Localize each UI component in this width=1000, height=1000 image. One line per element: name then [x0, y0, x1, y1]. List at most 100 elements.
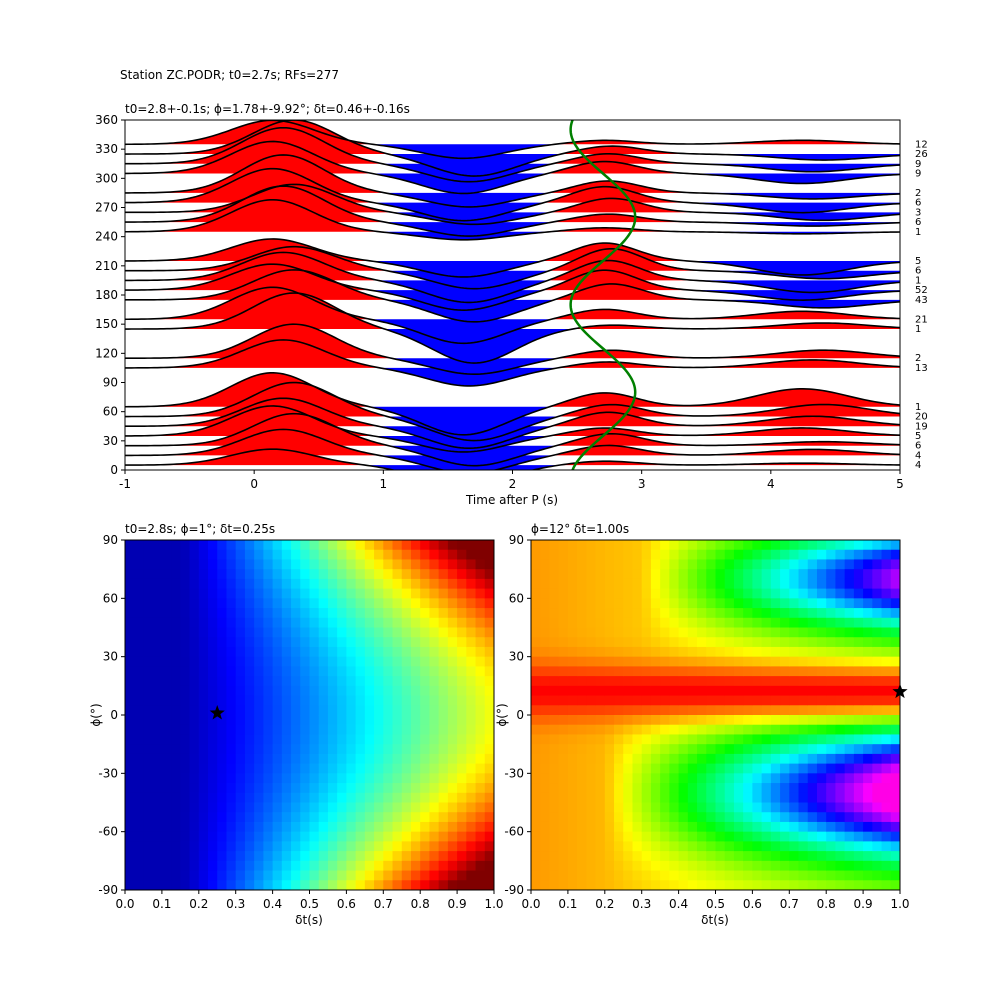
heatmap-cell [660, 870, 670, 881]
heatmap-cell [447, 831, 458, 842]
heatmap-cell [807, 860, 818, 872]
heatmap-cell [780, 608, 790, 619]
heatmap-cell [853, 608, 864, 619]
heatmap-cell [641, 666, 652, 677]
x-tick-label: 0.7 [374, 897, 393, 911]
heatmap-cell [881, 627, 892, 638]
heatmap-cell [540, 695, 551, 706]
bin-count-label: 6 [915, 441, 921, 452]
heatmap-cell [346, 860, 357, 872]
heatmap-cell [844, 676, 855, 687]
heatmap-cell [429, 578, 440, 590]
heatmap-cell [826, 724, 837, 736]
heatmap-cell [125, 870, 135, 881]
heatmap-cell [309, 588, 320, 599]
heatmap-cell [309, 637, 320, 648]
heatmap-cell [457, 880, 467, 890]
heatmap-cell [457, 617, 467, 629]
rf-trace-285 [125, 154, 900, 208]
heatmap-cell [161, 851, 172, 862]
heatmap-cell [364, 773, 375, 784]
heatmap-cell [798, 656, 809, 667]
heatmap-cell [641, 676, 652, 687]
heatmap-cell [761, 695, 772, 706]
heatmap-cell [789, 549, 800, 561]
heatmap-cell [447, 569, 458, 580]
heatmap-cell [429, 588, 440, 599]
heatmap-cell [789, 685, 800, 697]
heatmap-cell [623, 646, 634, 658]
heatmap-cell [401, 860, 412, 872]
heatmap-cell [235, 763, 246, 774]
rf-negative-fill-335 [125, 144, 900, 159]
heatmap-cell [364, 744, 375, 755]
heatmap-cell [706, 637, 717, 648]
heatmap-cell [641, 549, 652, 561]
heatmap-cell [134, 724, 145, 736]
heatmap-cell [715, 763, 726, 774]
heatmap-cell [780, 685, 790, 697]
heatmap-cell [586, 666, 597, 677]
heatmap-cell [180, 744, 191, 755]
heatmap-cell [226, 540, 237, 551]
heatmap-cell [438, 744, 449, 755]
heatmap-cell [835, 656, 846, 667]
heatmap-cell [309, 841, 320, 852]
heatmap-cell [198, 812, 209, 823]
heatmap-cell [844, 666, 855, 677]
heatmap-cell [863, 559, 873, 570]
heatmap-cell [374, 637, 384, 648]
heatmap-cell [807, 598, 818, 609]
heatmap-cell [235, 685, 246, 697]
heatmap-cell [457, 559, 467, 570]
heatmap-cell [604, 860, 615, 872]
heatmap-cell [180, 549, 191, 561]
heatmap-cell [484, 821, 494, 833]
heatmap-cell [743, 646, 753, 658]
heatmap-cell [577, 841, 587, 852]
heatmap-cell [669, 617, 680, 629]
heatmap-cell [706, 744, 717, 755]
heatmap-cell [374, 588, 384, 599]
heatmap-cell [254, 656, 264, 667]
heatmap-cell [125, 578, 135, 590]
heatmap-cell [346, 646, 357, 658]
heatmap-cell [309, 880, 320, 890]
heatmap-cell [272, 783, 283, 794]
heatmap-cell [198, 569, 209, 580]
heatmap-cell [171, 588, 181, 599]
heatmap-cell [678, 851, 689, 862]
heatmap-cell [595, 744, 606, 755]
heatmap-cell [604, 549, 615, 561]
heatmap-cell [715, 753, 726, 765]
heatmap-cell [152, 773, 163, 784]
heatmap-cell [697, 666, 707, 677]
heatmap-cell [189, 715, 200, 726]
heatmap-cell [281, 792, 292, 804]
heatmap-cell [567, 783, 578, 794]
heatmap-cell [761, 792, 772, 804]
heatmap-cell [134, 792, 145, 804]
heatmap-cell [125, 802, 135, 813]
heatmap-cell [355, 724, 366, 736]
bottom-right-y-label: ϕ(°) [495, 703, 509, 726]
heatmap-cell [724, 559, 735, 570]
heatmap-cell [780, 744, 790, 755]
heatmap-cell [346, 753, 357, 765]
heatmap-cell [189, 802, 200, 813]
heatmap-cell [198, 744, 209, 755]
heatmap-cell [780, 666, 790, 677]
heatmap-cell [770, 705, 781, 716]
heatmap-cell [180, 821, 191, 833]
heatmap-cell [291, 540, 301, 551]
heatmap-cell [687, 578, 698, 590]
heatmap-cell [540, 880, 551, 890]
heatmap-cell [466, 540, 477, 551]
heatmap-cell [235, 841, 246, 852]
heatmap-cell [272, 851, 283, 862]
heatmap-cell [650, 821, 661, 833]
heatmap-cell [143, 831, 154, 842]
heatmap-cell [429, 783, 440, 794]
heatmap-cell [567, 559, 578, 570]
heatmap-cell [447, 666, 458, 677]
